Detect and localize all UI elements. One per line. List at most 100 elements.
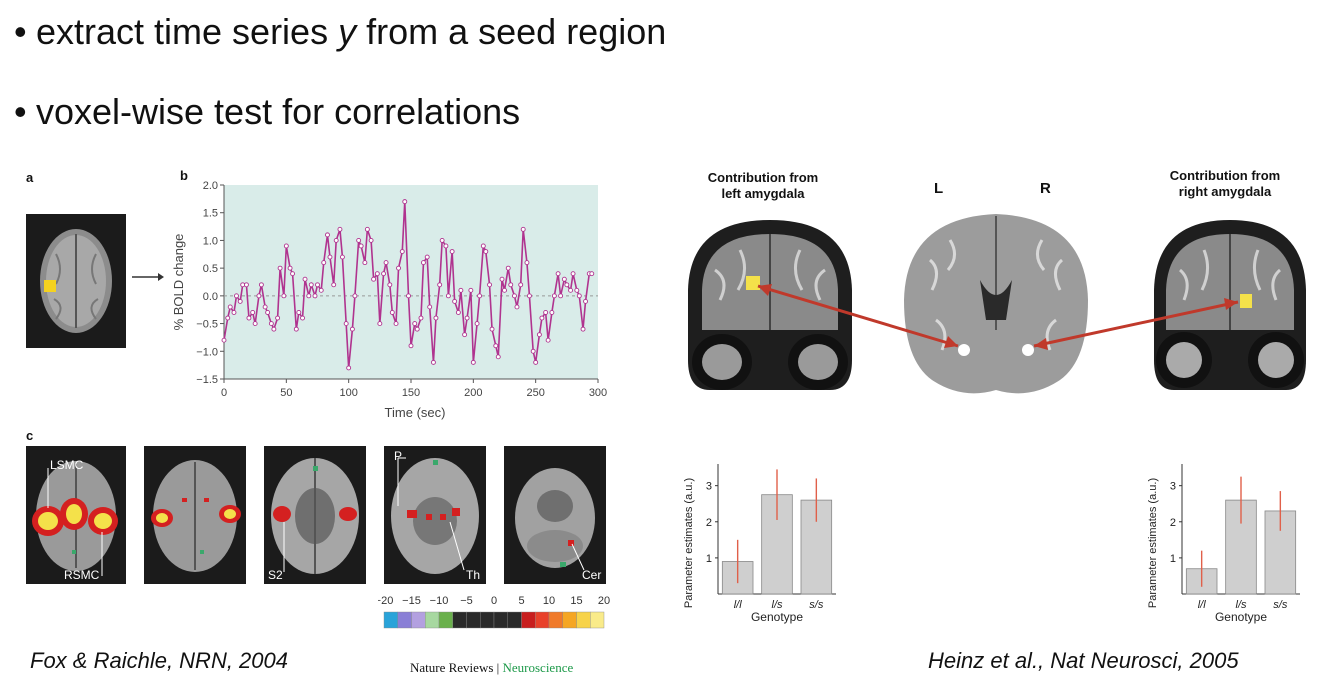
data-point [268,321,274,327]
data-point [514,304,520,310]
x-tick-label: l/l [1198,599,1207,611]
colorbar-cell [521,611,536,629]
panel-label-a: a [26,170,34,185]
data-point [331,282,337,288]
data-point [524,260,530,266]
data-point [396,265,401,271]
data-point [287,265,293,271]
data-point [325,232,330,238]
header-left-amygdala: Contribution from left amygdala [688,170,838,202]
amygdala-brain-images [688,214,1306,394]
colorbar-cell [480,611,495,629]
data-point [570,271,576,277]
data-point [277,265,283,271]
data-point [530,348,536,354]
data-point [427,304,433,310]
colorbar-tick-label: 0 [491,595,497,607]
colorbar-cell [562,611,577,629]
data-point [439,237,445,243]
data-point [558,293,564,299]
label-p: P [394,449,402,463]
panel-label-c: c [26,428,34,443]
y-tick-label: −0.5 [196,319,218,331]
y-axis-label: Parameter estimates (a.u.) [1147,478,1159,608]
data-point [377,321,383,327]
data-point [421,260,426,266]
data-point [321,260,327,266]
left-coronal-slice [688,220,852,390]
data-point [256,293,262,299]
citation-left: Fox & Raichle, NRN, 2004 [30,648,288,673]
colorbar-tick-label: −15 [402,595,421,607]
colorbar-cell [507,611,522,629]
data-point [234,293,239,299]
data-point [539,315,545,321]
data-point [315,282,320,288]
data-point [356,237,362,243]
y-tick-label: 3 [1170,481,1176,493]
left-amygdala-bar-chart: 1 2 3 l/l l/s s/s Genotype Parameter estimates … [683,464,836,624]
data-point [231,310,237,315]
data-point [349,326,355,332]
arrow-right-icon [132,273,164,281]
data-point [337,226,343,232]
data-point [483,249,489,254]
colorbar-cell [452,611,467,629]
data-point [387,282,393,288]
data-point [296,310,302,315]
x-tick-label: l/s [1236,599,1248,611]
data-point [430,359,436,365]
citation-right: Heinz et al., Nat Neurosci, 2005 [928,648,1239,673]
bullet-1-text-before: extract time series [36,11,339,52]
header-right-amygdala: Contribution from right amygdala [1150,168,1300,200]
header-left-line2: left amygdala [721,186,805,201]
data-point [393,321,399,327]
y-tick-label: 0.5 [203,263,218,275]
data-point [468,287,474,293]
x-tick-label: 50 [280,387,292,399]
data-point [368,237,374,243]
corr-map-4: P Th [384,446,486,584]
data-point [252,321,258,327]
data-point [408,343,414,349]
data-point [414,326,420,332]
x-tick-label: s/s [809,599,824,611]
header-left-line1: Contribution from [707,170,819,185]
data-point [227,304,233,310]
data-point [381,271,387,277]
y-axis-label: % BOLD change [171,234,186,331]
corr-map-5: Cer [504,446,606,584]
seed-brain-image [26,214,126,348]
data-point [352,293,358,299]
data-point [258,282,264,288]
data-point [508,282,514,288]
x-axis-label: Genotype [1215,610,1267,624]
label-l: L [934,180,944,197]
y-tick-label: −1.5 [196,374,218,386]
colorbar-cell [397,611,412,629]
data-point [443,243,449,249]
data-point [445,293,451,299]
y-tick-label: 2 [1170,517,1176,529]
corr-map-3: S2 [264,446,366,584]
bar [761,494,793,595]
data-point [561,276,567,282]
right-amygdala-bar-chart: 1 2 3 l/l l/s s/s Genotype Parameter estimates … [1147,464,1300,624]
data-point [343,321,349,327]
data-point [452,298,458,304]
data-point [358,243,364,249]
y-tick-label: 0.0 [203,291,218,303]
data-point [499,276,505,282]
data-point [464,315,470,321]
data-point [312,293,318,299]
data-point [402,199,408,205]
corr-map-4-svg: P Th [391,449,480,582]
corr-map-5-svg: Cer [515,468,601,582]
data-point [477,293,483,299]
connection-arrows [757,284,1239,350]
bullet-1: • extract time series y from a seed regio… [14,12,666,52]
x-axis-label: Genotype [751,610,803,624]
data-point [583,298,588,304]
y-tick-label: 3 [706,481,712,493]
data-point [290,271,296,277]
